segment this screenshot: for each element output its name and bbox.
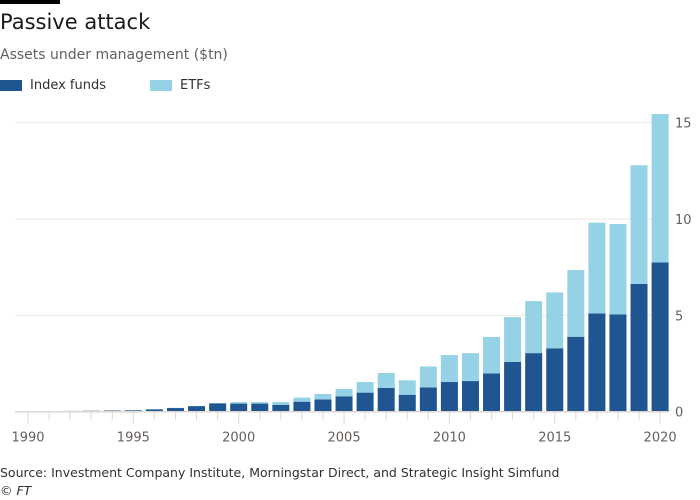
legend-swatch-index-funds — [0, 80, 22, 91]
bar-index-funds-2010 — [440, 382, 458, 412]
bar-index-funds-2013 — [504, 361, 522, 412]
bar-etfs-2007 — [377, 372, 395, 388]
bar-index-funds-2005 — [335, 396, 353, 412]
bar-index-funds-2006 — [356, 392, 374, 412]
x-tick-label: 2015 — [538, 431, 571, 446]
bar-etfs-2008 — [398, 380, 416, 395]
y-tick-label: 10 — [675, 213, 692, 228]
bar-index-funds-1996 — [145, 409, 163, 412]
bar-etfs-2010 — [440, 355, 458, 383]
bar-index-funds-2003 — [293, 401, 311, 412]
bar-etfs-2001 — [251, 402, 269, 404]
ft-credit: © FT — [0, 483, 32, 498]
bar-etfs-2009 — [419, 366, 437, 388]
bar-index-funds-2012 — [483, 373, 501, 412]
bar-index-funds-2009 — [419, 387, 437, 412]
bar-index-funds-2004 — [314, 399, 332, 412]
bar-etfs-2019 — [630, 165, 648, 284]
chart-subtitle: Assets under management ($tn) — [0, 47, 228, 63]
bar-etfs-2012 — [483, 336, 501, 374]
bar-index-funds-2001 — [251, 403, 269, 412]
ft-top-bar — [0, 0, 60, 4]
x-tick-label: 1990 — [11, 431, 44, 446]
bar-index-funds-2002 — [272, 404, 290, 412]
stacked-bar-chart: 0 5 10 15 1990 1995 2000 2005 2010 2015 2020 — [11, 113, 692, 446]
x-tick-label: 2010 — [433, 431, 466, 446]
bar-index-funds-2007 — [377, 387, 395, 412]
y-tick-label: 5 — [675, 309, 683, 324]
bar-etfs-2015 — [546, 292, 564, 349]
bar-etfs-2017 — [588, 222, 606, 314]
chart-title: Passive attack — [0, 10, 151, 34]
bar-index-funds-2018 — [609, 314, 627, 412]
bar-etfs-2002 — [272, 402, 290, 405]
legend-item-etfs: ETFs — [150, 78, 210, 93]
legend: Index funds ETFs — [0, 78, 254, 93]
bar-etfs-2018 — [609, 224, 627, 315]
x-tick-label: 2005 — [328, 431, 361, 446]
y-tick-label: 15 — [675, 117, 692, 132]
bar-index-funds-2020 — [651, 262, 669, 412]
y-tick-label: 0 — [675, 406, 683, 421]
legend-swatch-etfs — [150, 80, 173, 91]
bar-etfs-2000 — [230, 402, 248, 404]
bar-etfs-2016 — [567, 270, 585, 337]
bar-etfs-2020 — [651, 113, 669, 263]
bar-etfs-2004 — [314, 393, 332, 400]
bar-index-funds-1997 — [166, 408, 184, 412]
x-tick-label: 2000 — [222, 431, 255, 446]
legend-label-etfs: ETFs — [180, 78, 211, 93]
bar-index-funds-2019 — [630, 283, 648, 412]
bar-index-funds-2008 — [398, 394, 416, 412]
bar-etfs-2003 — [293, 397, 311, 402]
bar-etfs-2006 — [356, 382, 374, 393]
bar-index-funds-2015 — [546, 348, 564, 412]
bar-etfs-2013 — [504, 317, 522, 362]
x-tick-label: 2020 — [644, 431, 677, 446]
bar-index-funds-2011 — [461, 381, 479, 412]
bar-index-funds-2017 — [588, 313, 606, 412]
bar-etfs-2014 — [525, 301, 543, 354]
source-note: Source: Investment Company Institute, Mo… — [0, 465, 560, 480]
bar-etfs-2011 — [461, 353, 479, 382]
legend-label-index-funds: Index funds — [30, 78, 107, 93]
bar-index-funds-2000 — [230, 403, 248, 412]
x-tick-label: 1995 — [117, 431, 150, 446]
bar-index-funds-1998 — [188, 406, 206, 412]
bar-index-funds-1999 — [209, 403, 227, 412]
bar-index-funds-2014 — [525, 353, 543, 412]
bar-index-funds-2016 — [567, 336, 585, 412]
bar-etfs-2005 — [335, 388, 353, 397]
legend-item-index-funds: Index funds — [0, 78, 106, 93]
